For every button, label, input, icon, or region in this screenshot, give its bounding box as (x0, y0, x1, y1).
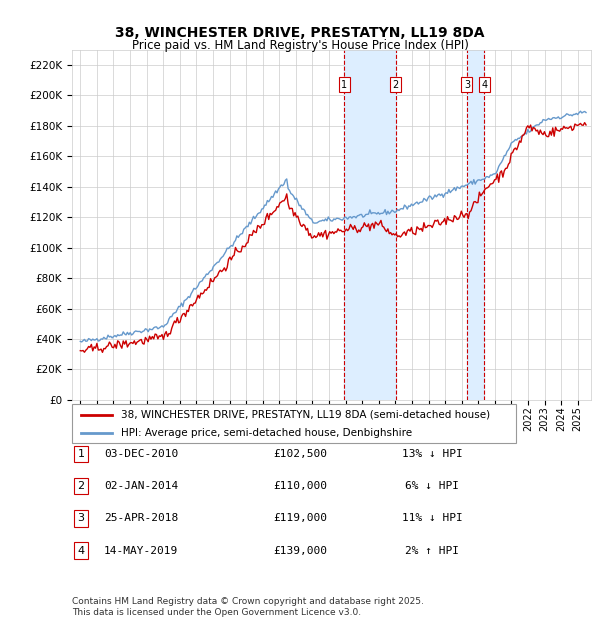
Text: 6% ↓ HPI: 6% ↓ HPI (405, 481, 459, 491)
Text: 14-MAY-2019: 14-MAY-2019 (104, 546, 178, 556)
Text: 11% ↓ HPI: 11% ↓ HPI (401, 513, 463, 523)
Text: £139,000: £139,000 (273, 546, 327, 556)
FancyBboxPatch shape (72, 404, 516, 443)
Text: Price paid vs. HM Land Registry's House Price Index (HPI): Price paid vs. HM Land Registry's House … (131, 39, 469, 52)
Text: 1: 1 (341, 79, 347, 90)
Text: 38, WINCHESTER DRIVE, PRESTATYN, LL19 8DA (semi-detached house): 38, WINCHESTER DRIVE, PRESTATYN, LL19 8D… (121, 410, 490, 420)
Text: 13% ↓ HPI: 13% ↓ HPI (401, 449, 463, 459)
Text: 2: 2 (77, 481, 85, 491)
Text: Contains HM Land Registry data © Crown copyright and database right 2025.
This d: Contains HM Land Registry data © Crown c… (72, 598, 424, 617)
Text: 38, WINCHESTER DRIVE, PRESTATYN, LL19 8DA: 38, WINCHESTER DRIVE, PRESTATYN, LL19 8D… (115, 26, 485, 40)
Bar (467, 50, 484, 400)
Text: 4: 4 (481, 79, 487, 90)
Text: 4: 4 (77, 546, 85, 556)
Text: 03-DEC-2010: 03-DEC-2010 (104, 449, 178, 459)
Text: 25-APR-2018: 25-APR-2018 (104, 513, 178, 523)
Text: 2: 2 (392, 79, 398, 90)
Text: £119,000: £119,000 (273, 513, 327, 523)
Text: 2% ↑ HPI: 2% ↑ HPI (405, 546, 459, 556)
Text: 02-JAN-2014: 02-JAN-2014 (104, 481, 178, 491)
Text: £110,000: £110,000 (273, 481, 327, 491)
Bar (344, 50, 395, 400)
Text: HPI: Average price, semi-detached house, Denbighshire: HPI: Average price, semi-detached house,… (121, 428, 412, 438)
Text: £102,500: £102,500 (273, 449, 327, 459)
Text: 3: 3 (77, 513, 85, 523)
Text: 1: 1 (77, 449, 85, 459)
Text: 3: 3 (464, 79, 470, 90)
